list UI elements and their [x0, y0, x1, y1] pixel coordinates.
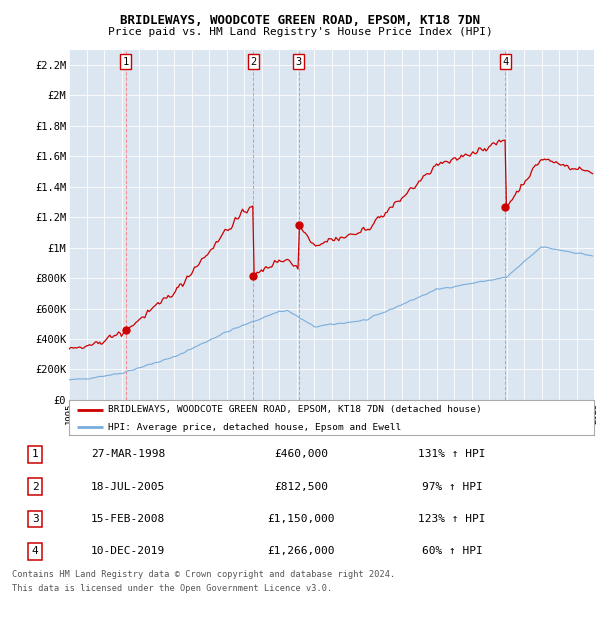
Text: This data is licensed under the Open Government Licence v3.0.: This data is licensed under the Open Gov…	[12, 584, 332, 593]
Text: £460,000: £460,000	[275, 450, 329, 459]
Text: BRIDLEWAYS, WOODCOTE GREEN ROAD, EPSOM, KT18 7DN (detached house): BRIDLEWAYS, WOODCOTE GREEN ROAD, EPSOM, …	[109, 405, 482, 414]
Text: BRIDLEWAYS, WOODCOTE GREEN ROAD, EPSOM, KT18 7DN: BRIDLEWAYS, WOODCOTE GREEN ROAD, EPSOM, …	[120, 14, 480, 27]
Text: 10-DEC-2019: 10-DEC-2019	[91, 546, 165, 556]
Text: 15-FEB-2008: 15-FEB-2008	[91, 514, 165, 524]
Text: 3: 3	[32, 514, 38, 524]
Text: Contains HM Land Registry data © Crown copyright and database right 2024.: Contains HM Land Registry data © Crown c…	[12, 570, 395, 580]
Text: £1,150,000: £1,150,000	[268, 514, 335, 524]
Text: 1: 1	[122, 57, 128, 67]
Text: 3: 3	[295, 57, 302, 67]
Text: 27-MAR-1998: 27-MAR-1998	[91, 450, 165, 459]
Text: 131% ↑ HPI: 131% ↑ HPI	[418, 450, 486, 459]
Text: 1: 1	[32, 450, 38, 459]
Text: £812,500: £812,500	[275, 482, 329, 492]
Text: 18-JUL-2005: 18-JUL-2005	[91, 482, 165, 492]
Text: 4: 4	[502, 57, 509, 67]
Text: HPI: Average price, detached house, Epsom and Ewell: HPI: Average price, detached house, Epso…	[109, 423, 401, 432]
Text: 123% ↑ HPI: 123% ↑ HPI	[418, 514, 486, 524]
Text: £1,266,000: £1,266,000	[268, 546, 335, 556]
Text: 4: 4	[32, 546, 38, 556]
Text: 2: 2	[250, 57, 257, 67]
Text: Price paid vs. HM Land Registry's House Price Index (HPI): Price paid vs. HM Land Registry's House …	[107, 27, 493, 37]
Text: 97% ↑ HPI: 97% ↑ HPI	[422, 482, 482, 492]
Text: 60% ↑ HPI: 60% ↑ HPI	[422, 546, 482, 556]
Text: 2: 2	[32, 482, 38, 492]
